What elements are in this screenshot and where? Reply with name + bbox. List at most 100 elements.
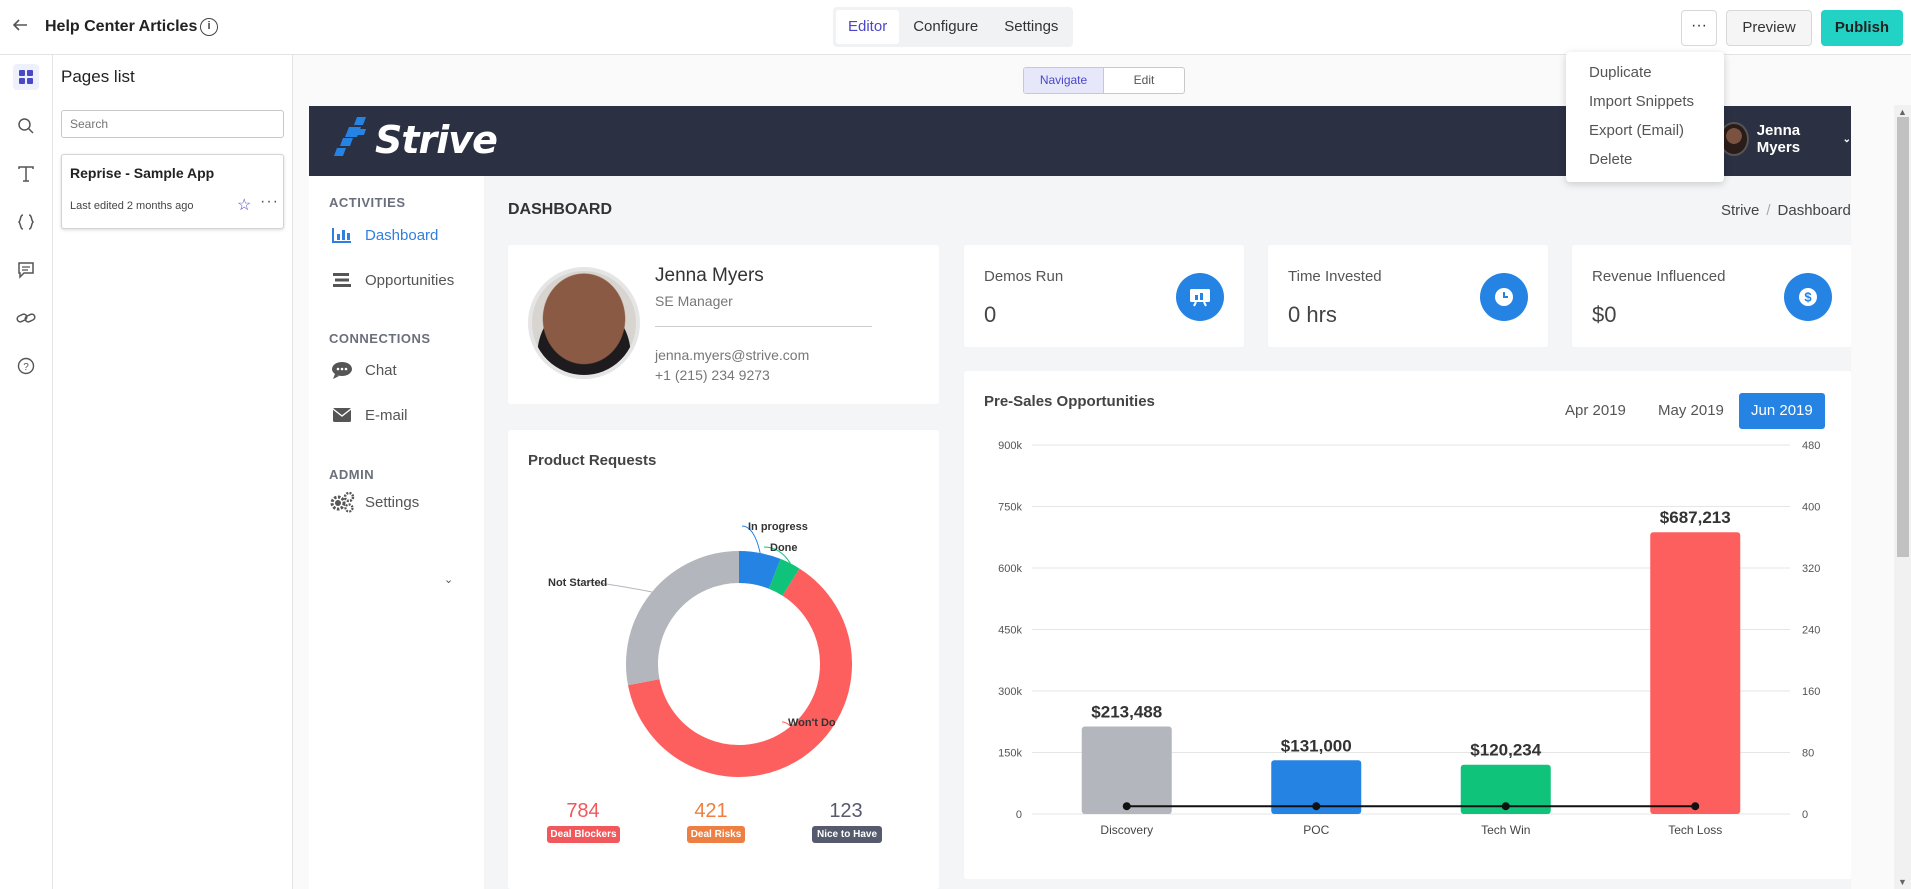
scroll-down-icon[interactable]: ▼ — [1898, 877, 1907, 887]
count-nice-to-have: 123 — [829, 800, 863, 822]
strive-logo-icon — [334, 117, 366, 156]
month-jun[interactable]: Jun 2019 — [1739, 393, 1825, 429]
count-deal-blockers: 784 — [566, 800, 600, 822]
strive-logo[interactable]: Strive — [333, 117, 498, 163]
mode-tabs: Editor Configure Settings — [833, 7, 1074, 47]
menu-item-delete[interactable]: Delete — [1589, 151, 1633, 168]
stat-value: $0 — [1592, 302, 1617, 327]
navigate-toggle[interactable]: Navigate — [1024, 68, 1104, 93]
stat-card-revenue: Revenue Influenced $0 $ — [1572, 245, 1851, 347]
donut-label: Won't Do — [788, 717, 836, 729]
bar-data-label: $131,000 — [1281, 736, 1352, 755]
section-admin: ADMIN — [329, 467, 375, 482]
tab-editor[interactable]: Editor — [836, 10, 900, 44]
month-may[interactable]: May 2019 — [1658, 402, 1724, 419]
scroll-up-icon[interactable]: ▲ — [1898, 107, 1907, 117]
publish-button[interactable]: Publish — [1821, 10, 1903, 46]
info-icon[interactable]: i — [200, 18, 218, 36]
code-braces-icon[interactable] — [13, 209, 39, 235]
navigate-edit-toggle: Navigate Edit — [1023, 67, 1185, 94]
preview-button[interactable]: Preview — [1726, 10, 1812, 46]
divider — [655, 326, 872, 327]
tab-configure[interactable]: Configure — [913, 18, 979, 35]
page-card[interactable]: Reprise - Sample App Last edited 2 month… — [61, 154, 284, 229]
nav-chat-label: Chat — [365, 361, 397, 379]
x-tick-label: Discovery — [1100, 823, 1153, 837]
nav-opportunities[interactable]: Opportunities — [329, 269, 454, 291]
more-options-button[interactable]: ··· — [1681, 10, 1717, 46]
stat-value: 0 hrs — [1288, 302, 1337, 327]
app-sidebar: ACTIVITIES Dashboard Opportunities CONNE… — [309, 176, 484, 889]
bar[interactable] — [1650, 532, 1741, 814]
link-icon[interactable] — [13, 305, 39, 331]
bars-icon — [329, 269, 355, 291]
svg-text:$: $ — [1804, 290, 1812, 305]
nav-dashboard[interactable]: Dashboard — [329, 224, 438, 246]
stat-value: 0 — [984, 302, 997, 327]
y-tick-label: 300k — [998, 686, 1022, 698]
bar[interactable] — [1081, 726, 1172, 814]
help-icon[interactable]: ? — [13, 353, 39, 379]
pages-grid-icon[interactable] — [13, 64, 39, 90]
y-tick-label: 150k — [998, 748, 1022, 760]
chevron-down-icon: ⌄ — [1842, 133, 1851, 145]
page-card-title: Reprise - Sample App — [70, 165, 215, 181]
nav-chat[interactable]: Chat — [329, 359, 397, 381]
donut-leader-line — [763, 546, 791, 564]
y2-tick-label: 480 — [1802, 440, 1820, 452]
count-deal-risks: 421 — [694, 800, 728, 822]
svg-text:?: ? — [23, 362, 29, 373]
scrollbar[interactable]: ▲ ▼ — [1894, 105, 1911, 889]
search-icon[interactable] — [13, 113, 39, 139]
section-activities: ACTIVITIES — [329, 195, 406, 210]
top-bar: Help Center Articles i Editor Configure … — [0, 0, 1911, 55]
y-tick-label: 900k — [998, 440, 1022, 452]
month-apr[interactable]: Apr 2019 — [1565, 402, 1626, 419]
back-arrow-icon[interactable] — [10, 15, 32, 37]
nav-dashboard-label: Dashboard — [365, 226, 439, 244]
menu-item-duplicate[interactable]: Duplicate — [1589, 64, 1652, 81]
stat-label: Revenue Influenced — [1592, 268, 1726, 285]
donut-slice — [768, 558, 800, 596]
scrollbar-thumb[interactable] — [1897, 117, 1909, 557]
pages-panel: Pages list Reprise - Sample App Last edi… — [53, 55, 293, 889]
user-menu[interactable]: Jenna Myers ⌄ — [1719, 122, 1851, 156]
stat-label: Time Invested — [1288, 268, 1382, 285]
nav-email[interactable]: E-mail — [329, 404, 408, 426]
y2-tick-label: 80 — [1802, 748, 1814, 760]
star-icon[interactable]: ☆ — [237, 197, 252, 214]
x-tick-label: Tech Win — [1481, 823, 1530, 837]
tab-settings[interactable]: Settings — [1004, 18, 1059, 35]
donut-leader-line — [585, 581, 653, 593]
presales-card: Pre-Sales Opportunities Apr 2019 May 201… — [964, 371, 1851, 879]
presales-bar-chart: 0 0 150k 80 300k 160 450k 240 600k 320 750k 400 900k… — [998, 440, 1820, 837]
clock-icon — [1480, 273, 1528, 321]
bar-chart-icon — [329, 224, 355, 246]
bar[interactable] — [1460, 764, 1551, 814]
stat-label: Demos Run — [984, 268, 1064, 285]
breadcrumb: Strive / Dashboard — [1721, 202, 1851, 219]
more-icon[interactable]: ··· — [260, 193, 279, 210]
search-input[interactable] — [61, 110, 284, 138]
dashboard-title: DASHBOARD — [508, 201, 612, 218]
profile-card: Jenna Myers SE Manager jenna.myers@striv… — [508, 245, 939, 404]
nav-settings[interactable]: Settings — [329, 491, 419, 513]
tool-rail: ? — [0, 55, 53, 889]
card-title: Pre-Sales Opportunities — [984, 393, 1155, 410]
comment-icon[interactable] — [13, 257, 39, 283]
text-icon[interactable] — [13, 161, 39, 187]
edit-toggle[interactable]: Edit — [1133, 73, 1155, 87]
menu-item-export-email[interactable]: Export (Email) — [1589, 122, 1685, 139]
x-tick-label: POC — [1303, 823, 1329, 837]
bar[interactable] — [1271, 760, 1362, 814]
donut-slice — [626, 551, 740, 686]
breadcrumb-home[interactable]: Strive — [1721, 202, 1760, 219]
nav-email-label: E-mail — [365, 406, 408, 424]
x-tick-label: Tech Loss — [1668, 823, 1722, 837]
menu-item-import-snippets[interactable]: Import Snippets — [1589, 93, 1695, 110]
y2-tick-label: 160 — [1802, 686, 1820, 698]
bar-data-label: $213,488 — [1091, 702, 1162, 721]
chevron-down-icon[interactable]: ⌄ — [444, 574, 454, 586]
y2-tick-label: 400 — [1802, 502, 1820, 514]
stat-card-demos: Demos Run 0 — [964, 245, 1244, 347]
